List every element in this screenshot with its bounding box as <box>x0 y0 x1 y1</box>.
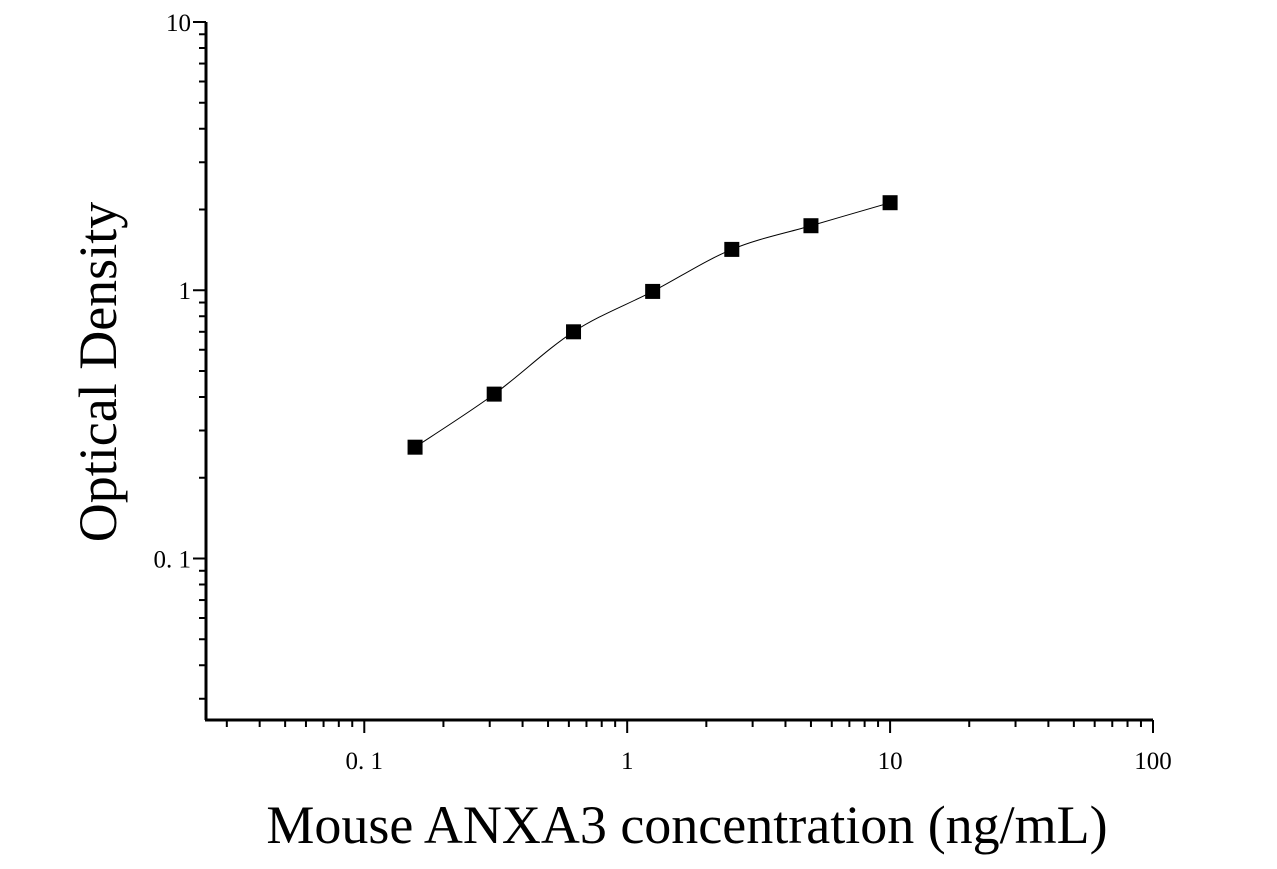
y-axis-title: Optical Density <box>68 202 128 542</box>
y-tick-label: 10 <box>166 10 191 37</box>
tick-labels: 0. 1 1 10 100 0. 1 1 10 <box>154 10 1172 775</box>
fit-curve <box>414 202 891 448</box>
x-tick-label: 100 <box>1134 748 1172 775</box>
data-point <box>882 195 898 211</box>
x-axis-title: Mouse ANXA3 concentration (ng/mL) <box>266 795 1107 855</box>
data-point <box>724 241 740 257</box>
x-tick-label: 0. 1 <box>346 748 384 775</box>
y-tick-label: 0. 1 <box>154 546 192 573</box>
minor-ticks <box>199 33 1142 727</box>
data-point <box>407 439 423 455</box>
data-points <box>407 195 898 455</box>
x-tick-label: 10 <box>878 748 903 775</box>
major-ticks <box>193 21 1154 733</box>
y-tick-label: 1 <box>179 278 192 305</box>
data-point <box>645 283 661 299</box>
x-tick-label: 1 <box>621 748 634 775</box>
data-point <box>803 218 819 234</box>
data-point <box>486 386 502 402</box>
data-point <box>566 324 582 340</box>
